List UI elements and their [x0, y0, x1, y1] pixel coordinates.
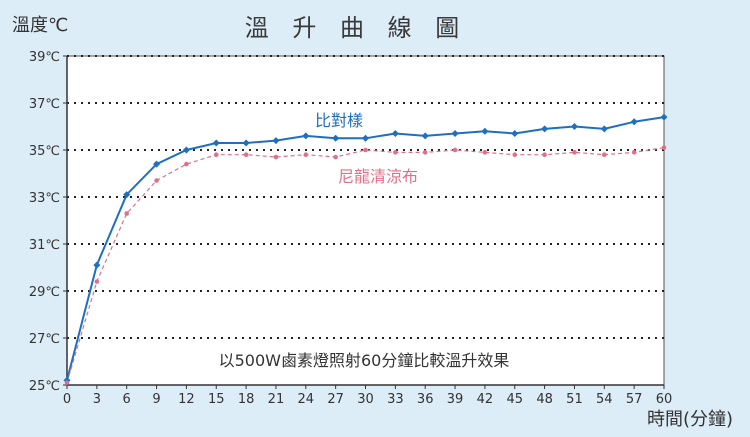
x-tick-label: 60 [656, 392, 673, 407]
data-point-1 [94, 279, 100, 284]
series-line-1 [66, 147, 665, 383]
series-label-1: 尼龍清涼布 [338, 167, 418, 186]
data-point-0 [660, 113, 668, 121]
data-point-0 [362, 134, 369, 142]
data-point-1 [631, 150, 637, 155]
x-tick-label: 12 [178, 392, 195, 407]
data-point-0 [421, 132, 429, 140]
data-point-1 [243, 152, 249, 157]
data-point-0 [153, 160, 161, 168]
data-point-0 [451, 130, 459, 138]
data-point-0 [123, 191, 131, 199]
data-point-0 [481, 127, 489, 135]
annotation: 以500W鹵素燈照射60分鐘比較溫升效果 [219, 351, 510, 370]
x-tick-label: 24 [298, 392, 315, 407]
data-point-0 [541, 125, 549, 133]
data-point-0 [332, 134, 340, 142]
data-point-1 [572, 150, 577, 155]
x-tick-label: 30 [357, 392, 374, 407]
data-point-1 [661, 145, 667, 150]
x-axis-label: 時間(分鐘) [647, 409, 733, 430]
x-tick-label: 3 [93, 392, 101, 407]
data-point-1 [452, 147, 458, 153]
y-axis-label: 溫度℃ [12, 15, 68, 36]
x-tick-label: 33 [387, 392, 404, 407]
data-point-0 [630, 118, 638, 126]
data-point-0 [302, 132, 310, 140]
data-point-0 [570, 123, 578, 130]
x-tick-label: 42 [477, 392, 494, 407]
data-point-1 [512, 152, 518, 157]
x-tick-label: 27 [327, 392, 344, 407]
x-tick-label: 9 [152, 392, 160, 407]
y-tick-label: 31℃ [29, 238, 60, 253]
data-point-1 [64, 380, 70, 385]
data-point-0 [212, 139, 220, 147]
data-point-0 [511, 130, 519, 138]
data-point-1 [154, 178, 159, 183]
series-label-0: 比對樣 [315, 111, 363, 130]
data-point-1 [363, 147, 368, 153]
data-point-0 [391, 130, 399, 138]
data-point-1 [333, 154, 338, 160]
x-tick-label: 57 [626, 392, 643, 407]
data-point-1 [184, 161, 189, 167]
y-tick-label: 25℃ [29, 379, 60, 394]
x-tick-label: 54 [596, 392, 613, 407]
y-tick-label: 27℃ [29, 332, 60, 347]
data-point-1 [273, 154, 279, 160]
y-tick-label: 39℃ [29, 50, 60, 65]
x-tick-label: 6 [123, 392, 131, 407]
data-point-1 [393, 150, 398, 155]
y-tick-label: 37℃ [29, 97, 60, 112]
data-point-1 [124, 211, 129, 216]
data-point-1 [542, 152, 547, 157]
y-tick-label: 29℃ [29, 285, 60, 300]
data-point-1 [213, 152, 219, 157]
data-point-0 [600, 125, 608, 133]
x-tick-label: 21 [268, 392, 285, 407]
y-tick-label: 33℃ [29, 191, 60, 206]
data-point-1 [303, 152, 309, 157]
plot-area [66, 55, 665, 386]
data-point-1 [482, 150, 488, 155]
x-tick-label: 0 [63, 392, 71, 407]
data-point-0 [242, 139, 250, 147]
x-tick-label: 18 [238, 392, 255, 407]
y-tick-label: 35℃ [29, 144, 60, 159]
data-point-0 [93, 261, 101, 269]
data-point-1 [422, 150, 428, 155]
x-tick-label: 36 [417, 392, 434, 407]
x-tick-label: 48 [536, 392, 553, 407]
chart-title: 溫 升 曲 線 圖 [245, 14, 468, 42]
data-point-1 [602, 152, 607, 157]
data-point-0 [182, 146, 190, 154]
data-point-0 [272, 137, 280, 145]
x-tick-label: 15 [208, 392, 225, 407]
x-tick-label: 39 [447, 392, 464, 407]
x-tick-label: 45 [506, 392, 523, 407]
x-tick-label: 51 [566, 392, 583, 407]
